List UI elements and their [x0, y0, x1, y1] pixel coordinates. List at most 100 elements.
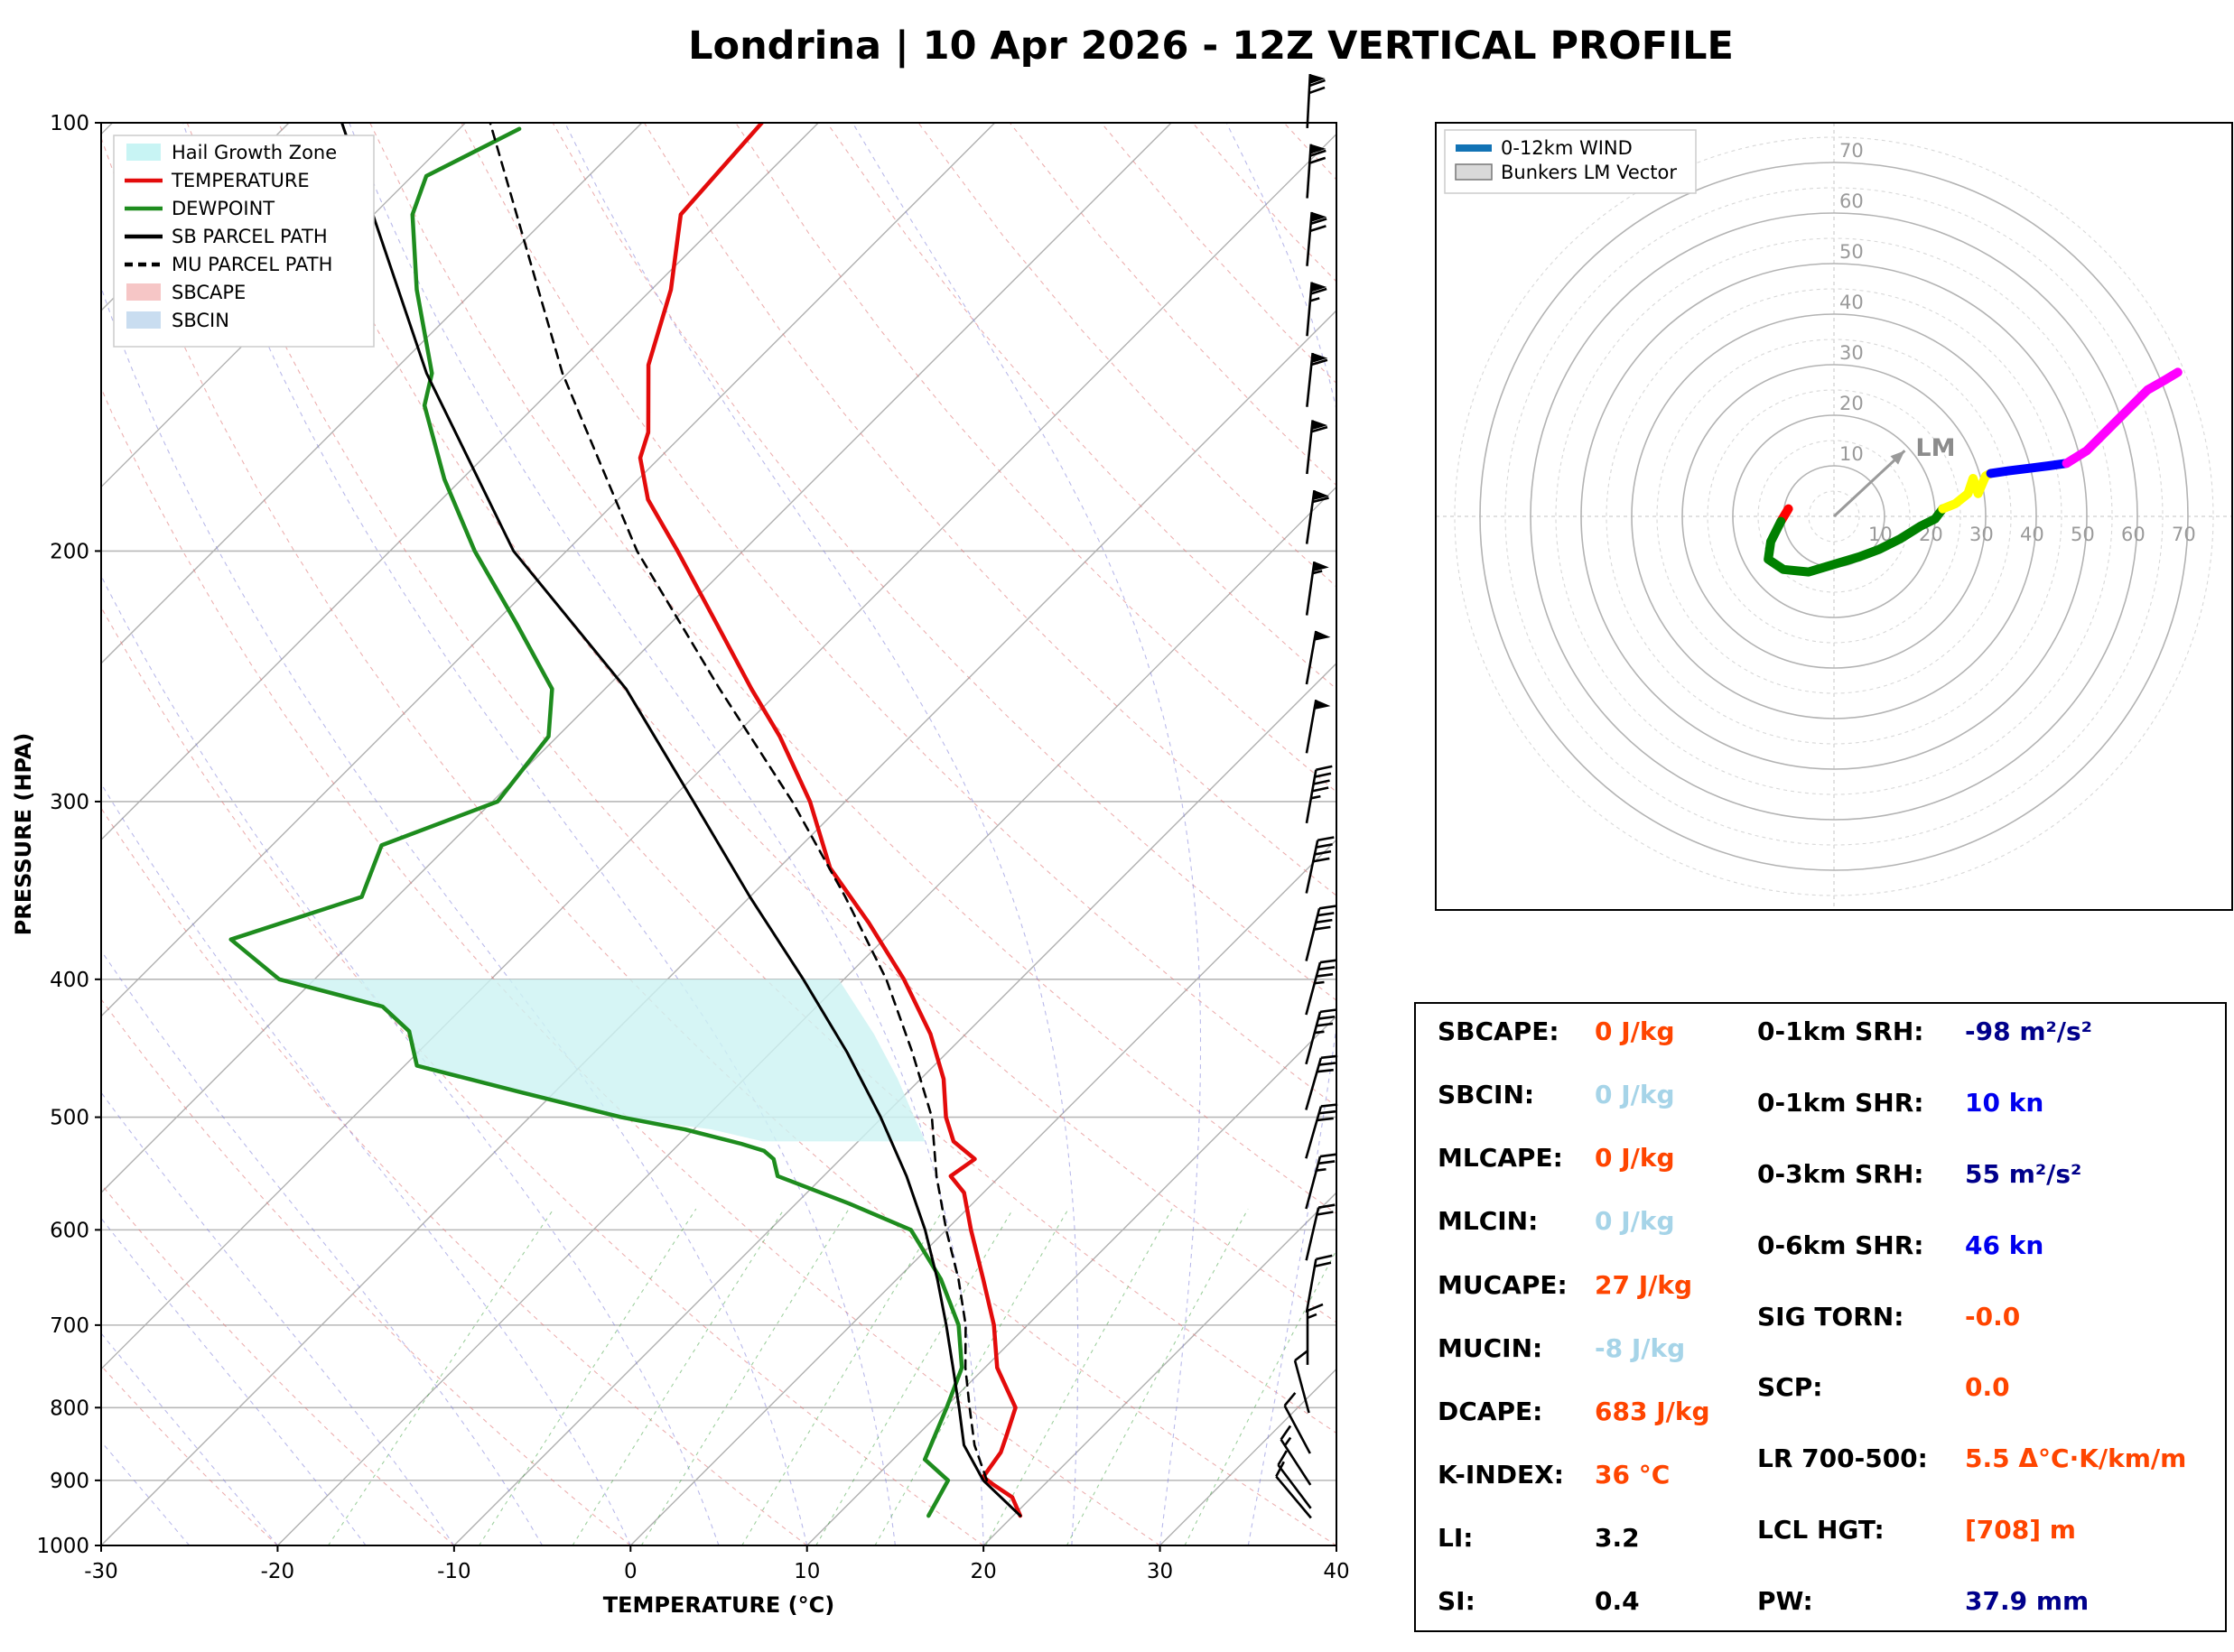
svg-text:0-12km WIND: 0-12km WIND	[1501, 137, 1633, 159]
index-row: SI: 0.4	[1438, 1587, 1745, 1616]
hodograph-legend: 0-12km WIND Bunkers LM Vector	[1444, 129, 1697, 194]
index-value: 37.9 mm	[1965, 1586, 2090, 1617]
index-value: 0.0	[1965, 1372, 2010, 1403]
svg-text:0: 0	[624, 1560, 638, 1583]
dewpoint-curve	[228, 126, 964, 1518]
index-label: LR 700-500:	[1757, 1443, 1928, 1474]
index-value: 683 J/kg	[1595, 1396, 1710, 1426]
index-value: -98 m²/s²	[1965, 1016, 2092, 1046]
svg-text:30: 30	[1839, 342, 1864, 364]
index-label: K-INDEX:	[1438, 1459, 1564, 1490]
wind-barb	[1305, 836, 1335, 894]
bunkers-lm-vector	[1832, 450, 1906, 518]
svg-text:60: 60	[2121, 524, 2146, 545]
index-label: DCAPE:	[1438, 1396, 1543, 1426]
wind-barb	[1277, 1450, 1312, 1509]
index-row: SBCIN: 0 J/kg	[1438, 1081, 1745, 1109]
wind-barb	[1305, 905, 1336, 961]
svg-text:50: 50	[2071, 524, 2095, 545]
svg-text:40: 40	[2020, 524, 2044, 545]
wind-barb	[1305, 1203, 1336, 1261]
index-label: PW:	[1757, 1586, 1813, 1617]
wind-barb	[1306, 1303, 1324, 1365]
index-label: LCL HGT:	[1757, 1515, 1885, 1545]
index-row: SIG TORN: -0.0	[1757, 1301, 2211, 1332]
index-row: LR 700-500: 5.5 Δ°C·K/km/m	[1757, 1445, 2211, 1473]
svg-text:30: 30	[1969, 524, 1994, 545]
wind-barb	[1305, 561, 1329, 616]
index-label: LI:	[1438, 1523, 1474, 1553]
sb-parcel-path	[340, 123, 1022, 1517]
skewt-plot-area	[101, 123, 1336, 1545]
wind-barb	[1305, 489, 1329, 544]
index-row: SCP: 0.0	[1757, 1374, 2211, 1402]
svg-text:SB PARCEL PATH: SB PARCEL PATH	[172, 226, 328, 247]
index-row: LCL HGT: [708] m	[1757, 1515, 2211, 1545]
svg-text:30: 30	[1147, 1560, 1173, 1583]
index-value: 0 J/kg	[1595, 1206, 1675, 1237]
wind-barb	[1306, 74, 1326, 129]
index-row: 0-6km SHR: 46 kn	[1757, 1230, 2211, 1260]
indices-column-right: 0-1km SRH: -98 m²/s² 0-1km SHR: 10 kn 0-3km …	[1757, 1016, 2211, 1617]
hodograph-trace-yellow	[1938, 469, 1996, 514]
index-row: 0-3km SRH: 55 m²/s²	[1757, 1158, 2211, 1189]
hodograph-trace-green	[1764, 504, 1948, 577]
svg-text:100: 100	[50, 112, 89, 135]
svg-text:900: 900	[50, 1470, 89, 1493]
indices-panel: SBCAPE: 0 J/kg SBCIN: 0 J/kg MLCAPE: 0 J/kg ML…	[1414, 1002, 2227, 1632]
svg-text:DEWPOINT: DEWPOINT	[172, 198, 275, 219]
wind-barb	[1283, 1392, 1311, 1454]
index-value: 10 kn	[1965, 1087, 2044, 1118]
svg-text:40: 40	[1323, 1560, 1349, 1583]
index-value: 0 J/kg	[1595, 1143, 1675, 1174]
skewt-frame	[100, 122, 1337, 1546]
svg-text:10: 10	[1839, 443, 1864, 465]
index-label: MUCIN:	[1438, 1332, 1543, 1363]
svg-text:200: 200	[50, 540, 89, 563]
index-row: MUCAPE: 27 J/kg	[1438, 1271, 1745, 1300]
index-value: -0.0	[1965, 1301, 2021, 1332]
svg-text:-20: -20	[261, 1560, 295, 1583]
svg-text:1000: 1000	[36, 1535, 89, 1558]
svg-text:70: 70	[2172, 524, 2196, 545]
indices-column-left: SBCAPE: 0 J/kg SBCIN: 0 J/kg MLCAPE: 0 J/kg ML…	[1438, 1016, 1745, 1616]
index-row: SBCAPE: 0 J/kg	[1438, 1016, 1745, 1046]
wind-barb	[1306, 144, 1326, 199]
svg-text:MU PARCEL PATH: MU PARCEL PATH	[172, 254, 332, 275]
skewt-legend: Hail Growth Zone TEMPERATURE DEWPOINT SB PA…	[113, 135, 375, 348]
index-label: 0-1km SHR:	[1757, 1087, 1924, 1118]
index-row: LI: 3.2	[1438, 1523, 1745, 1553]
index-value: 0 J/kg	[1595, 1080, 1675, 1110]
wind-barbs	[1275, 74, 1338, 1519]
index-value: 0 J/kg	[1595, 1016, 1675, 1046]
svg-text:Hail Growth Zone: Hail Growth Zone	[172, 142, 337, 163]
lm-label: LM	[1915, 434, 1955, 462]
index-value: 5.5 Δ°C·K/km/m	[1965, 1443, 2187, 1474]
index-label: 0-6km SHR:	[1757, 1230, 1924, 1260]
svg-text:20: 20	[971, 1560, 997, 1583]
wind-barb	[1306, 282, 1327, 337]
index-label: SBCIN:	[1438, 1080, 1535, 1110]
index-row: DCAPE: 683 J/kg	[1438, 1396, 1745, 1426]
index-row: MLCIN: 0 J/kg	[1438, 1208, 1745, 1236]
index-row: MUCIN: -8 J/kg	[1438, 1332, 1745, 1363]
index-row: K-INDEX: 36 °C	[1438, 1459, 1745, 1490]
index-label: 0-3km SRH:	[1757, 1158, 1924, 1189]
hodograph-trace-magenta	[2062, 367, 2183, 469]
index-value: 36 °C	[1595, 1459, 1671, 1490]
svg-text:50: 50	[1839, 241, 1864, 263]
index-label: MLCIN:	[1438, 1206, 1539, 1237]
wind-barb	[1275, 1461, 1312, 1519]
wind-barb	[1293, 1349, 1310, 1414]
wind-barb	[1305, 1153, 1337, 1210]
index-row: 0-1km SHR: 10 kn	[1757, 1087, 2211, 1118]
svg-text:SBCIN: SBCIN	[172, 310, 229, 331]
svg-text:40: 40	[1839, 292, 1864, 313]
index-value: [708] m	[1965, 1515, 2076, 1545]
wind-barb	[1306, 420, 1328, 475]
wind-barb	[1305, 959, 1337, 1016]
svg-text:TEMPERATURE (°C): TEMPERATURE (°C)	[603, 1592, 834, 1618]
index-value: 46 kn	[1965, 1230, 2044, 1260]
